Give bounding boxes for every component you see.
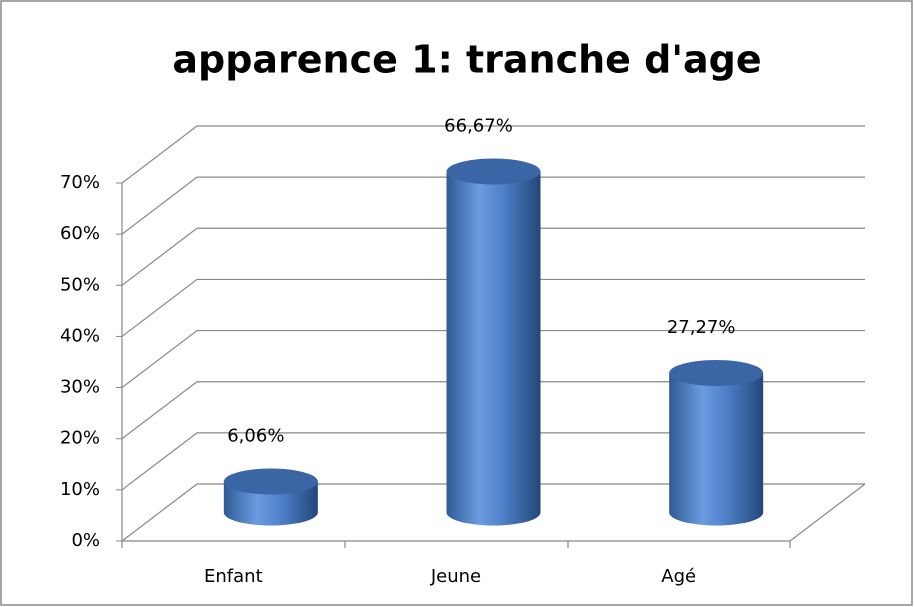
grid-line xyxy=(121,227,865,286)
grid-line xyxy=(121,125,865,184)
y-tick-label: 20% xyxy=(60,428,100,449)
y-tick-label: 50% xyxy=(60,274,100,295)
y-tick-label: 40% xyxy=(60,325,100,346)
cylinder-top xyxy=(223,468,318,495)
cylinder-body xyxy=(669,373,764,526)
x-tick-label: Agé xyxy=(661,566,696,587)
y-tick-label: 0% xyxy=(71,530,100,551)
value-label: 6,06% xyxy=(227,426,284,447)
x-tick-label: Enfant xyxy=(204,566,263,587)
grid-line xyxy=(121,176,865,235)
cylinder-top xyxy=(669,360,764,387)
y-tick-label: 30% xyxy=(60,377,100,398)
chart-title: apparence 1: tranche d'age xyxy=(172,38,761,82)
y-tick-label: 10% xyxy=(60,479,100,500)
y-tick-label: 70% xyxy=(60,172,100,193)
grid-line xyxy=(121,278,865,337)
cylinder xyxy=(446,158,541,526)
x-tick-label: Jeune xyxy=(430,566,481,587)
grid-line xyxy=(121,381,865,440)
value-label: 66,67% xyxy=(444,116,513,137)
grid-line xyxy=(121,483,865,542)
cylinder-body xyxy=(446,171,541,526)
cylinder xyxy=(669,360,764,526)
grid-line xyxy=(121,329,865,389)
y-tick-label: 60% xyxy=(60,223,100,244)
cylinder xyxy=(223,468,318,526)
value-label: 27,27% xyxy=(667,317,736,338)
grid-line xyxy=(121,432,865,491)
floor xyxy=(121,183,866,548)
cylinder-top xyxy=(446,158,541,185)
